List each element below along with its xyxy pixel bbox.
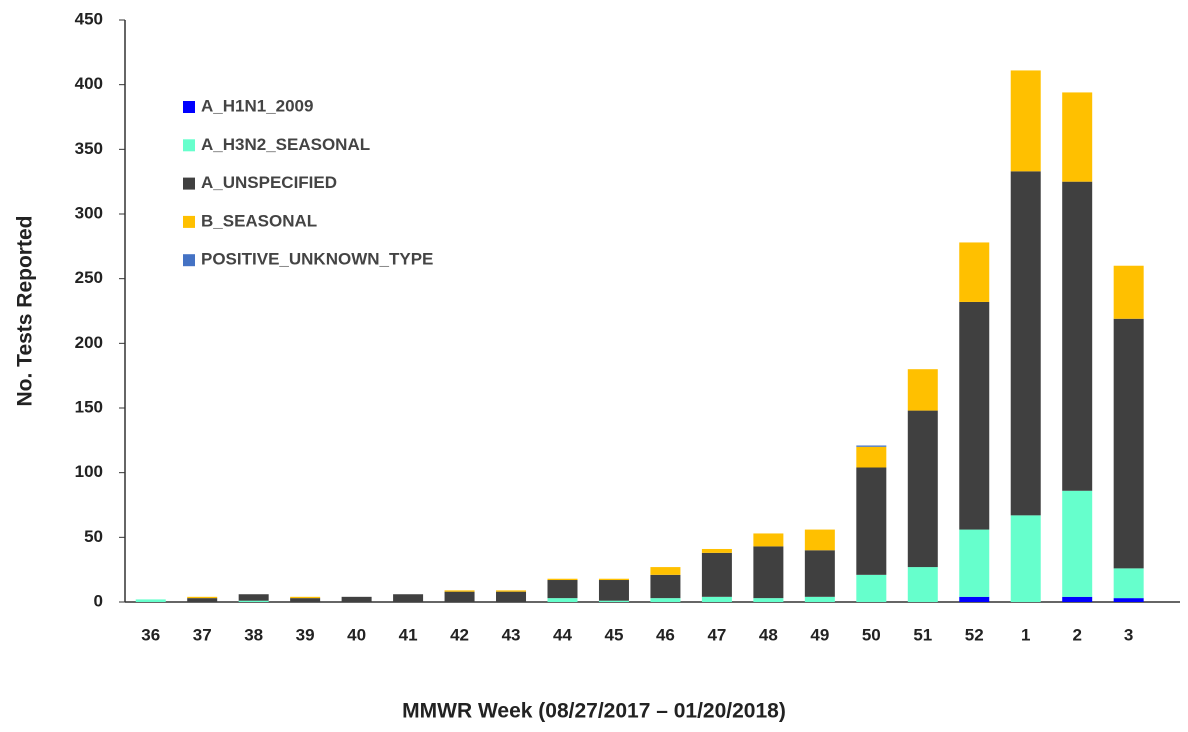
- y-tick-label: 150: [75, 397, 103, 416]
- bar-segment: [1113, 265, 1144, 319]
- legend-label: B_SEASONAL: [201, 211, 317, 230]
- bar-segment: [1010, 515, 1041, 602]
- bar-segment: [393, 594, 424, 602]
- y-tick-label: 450: [75, 9, 103, 28]
- x-tick-label: 39: [296, 625, 315, 644]
- bar-segment: [856, 574, 887, 602]
- bar-segment: [701, 552, 732, 597]
- x-tick-label: 36: [141, 625, 160, 644]
- x-tick-label: 50: [862, 625, 881, 644]
- bar-segment: [1113, 598, 1144, 602]
- bar-segment: [701, 596, 732, 602]
- bar-segment: [598, 578, 629, 581]
- bar-segment: [1062, 92, 1093, 182]
- y-axis-title: No. Tests Reported: [14, 216, 37, 407]
- bar-segment: [1113, 318, 1144, 569]
- bar-segment: [444, 590, 475, 592]
- x-tick-label: 3: [1124, 625, 1133, 644]
- x-tick-label: 40: [347, 625, 366, 644]
- bar-segment: [341, 596, 372, 602]
- bar-segment: [856, 467, 887, 575]
- x-tick-label: 43: [502, 625, 521, 644]
- x-tick-label: 42: [450, 625, 469, 644]
- bar-segment: [959, 529, 990, 597]
- bar-segment: [1062, 490, 1093, 597]
- bar-segment: [547, 580, 578, 599]
- y-tick-label: 300: [75, 203, 103, 222]
- bar-segment: [238, 594, 269, 601]
- bar-segment: [1010, 171, 1041, 516]
- bar-segment: [804, 596, 835, 602]
- bar-segment: [650, 574, 681, 599]
- bar-segment: [907, 567, 938, 602]
- bar-segment: [1113, 568, 1144, 599]
- bar-segment: [290, 598, 321, 602]
- bar-segment: [598, 580, 629, 601]
- bar-segment: [547, 598, 578, 602]
- x-tick-label: 49: [810, 625, 829, 644]
- bar-segment: [753, 546, 784, 599]
- bar-segment: [1010, 70, 1041, 172]
- legend-label: A_H3N2_SEASONAL: [201, 135, 370, 154]
- y-tick-label: 0: [94, 591, 103, 610]
- x-axis-title: MMWR Week (08/27/2017 – 01/20/2018): [402, 700, 786, 723]
- y-tick-label: 250: [75, 268, 103, 287]
- y-tick-label: 350: [75, 139, 103, 158]
- bar-segment: [959, 596, 990, 602]
- x-tick-label: 41: [399, 625, 418, 644]
- bar-segment: [804, 529, 835, 551]
- bar-segment: [753, 598, 784, 602]
- x-tick-label: 45: [605, 625, 624, 644]
- bar-segment: [598, 600, 629, 602]
- x-tick-label: 37: [193, 625, 212, 644]
- bar-segment: [804, 550, 835, 597]
- bar-segment: [187, 596, 218, 599]
- bar-segment: [650, 567, 681, 575]
- bar-segment: [496, 591, 527, 602]
- legend-swatch: [183, 215, 195, 228]
- bar-segment: [753, 533, 784, 547]
- bar-segment: [907, 369, 938, 411]
- legend-swatch: [183, 101, 195, 113]
- x-tick-label: 52: [965, 625, 984, 644]
- legend-swatch: [183, 177, 195, 190]
- y-tick-label: 200: [75, 333, 103, 352]
- bar-segment: [290, 596, 321, 599]
- bar-segment: [1062, 596, 1093, 602]
- legend-swatch: [183, 254, 195, 267]
- x-tick-label: 46: [656, 625, 675, 644]
- legend-label: A_UNSPECIFIED: [201, 173, 337, 192]
- x-tick-label: 1: [1021, 625, 1030, 644]
- bar-segment: [187, 598, 218, 602]
- bar-segment: [547, 578, 578, 581]
- x-tick-label: 38: [244, 625, 263, 644]
- bar-segment: [856, 445, 887, 447]
- bar-segment: [444, 591, 475, 602]
- x-tick-label: 47: [707, 625, 726, 644]
- bar-segment: [959, 242, 990, 302]
- y-tick-label: 400: [75, 74, 103, 93]
- bar-segment: [907, 410, 938, 568]
- x-tick-label: 51: [913, 625, 932, 644]
- bar-segment: [701, 548, 732, 553]
- bar-segment: [135, 599, 166, 602]
- bar-segment: [238, 600, 269, 602]
- bar-segment: [496, 590, 527, 592]
- x-tick-label: 48: [759, 625, 778, 644]
- bar-segment: [1062, 181, 1093, 491]
- legend-swatch: [183, 139, 195, 152]
- y-tick-label: 100: [75, 462, 103, 481]
- x-tick-label: 2: [1072, 625, 1081, 644]
- y-tick-label: 50: [84, 527, 103, 546]
- bar-segment: [856, 446, 887, 468]
- x-tick-label: 44: [553, 625, 572, 644]
- legend-label: A_H1N1_2009: [201, 96, 313, 115]
- bar-segment: [959, 301, 990, 530]
- legend-label: POSITIVE_UNKNOWN_TYPE: [201, 250, 433, 269]
- bar-segment: [650, 598, 681, 602]
